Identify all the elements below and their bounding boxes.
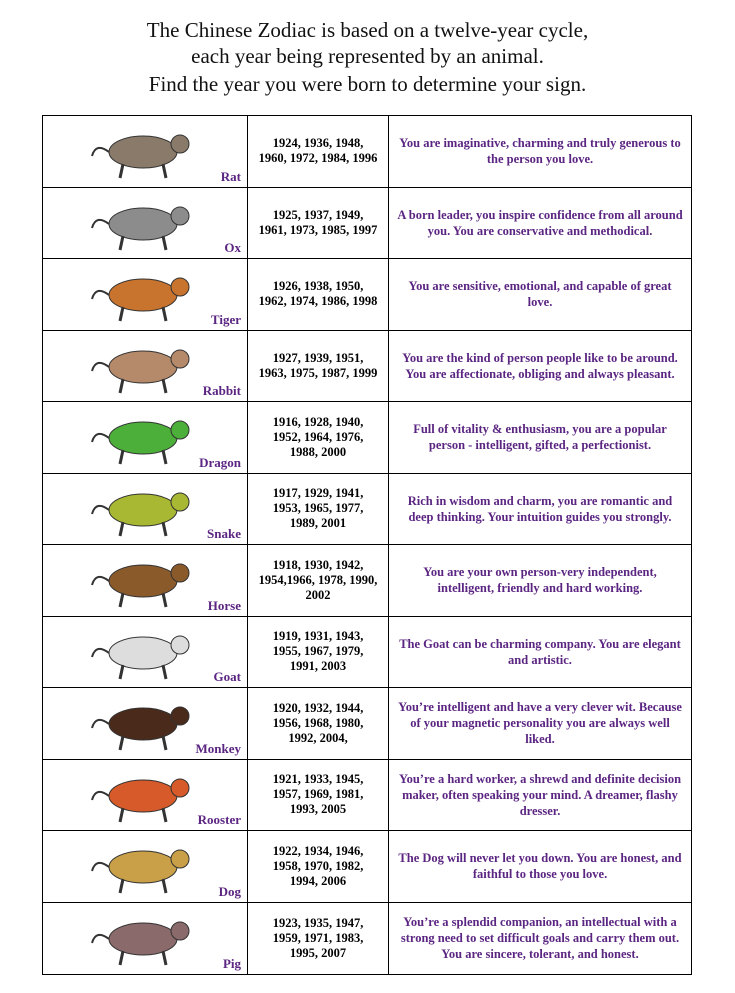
animal-name: Dragon: [199, 454, 241, 470]
sign-description: The Dog will never let you down. You are…: [398, 851, 682, 882]
animal-name: Snake: [207, 526, 241, 541]
animal-name: Horse: [207, 597, 241, 613]
sign-description: Full of vitality & enthusiasm, you are a…: [413, 422, 667, 453]
sign-description: You are imaginative, charming and truly …: [399, 136, 681, 167]
animal-cell: Snake: [43, 473, 248, 544]
animal-illustration: [91, 849, 190, 894]
birth-years: 1925, 1937, 1949, 1961, 1973, 1985, 1997: [248, 187, 389, 258]
table-row: Rooster 1921, 1933, 1945, 1957, 1969, 198…: [43, 759, 691, 831]
table-row: Horse 1918, 1930, 1942, 1954,1966, 1978, …: [43, 545, 691, 617]
animal-illustration: [91, 921, 190, 965]
animal-illustration: [91, 778, 190, 822]
birth-years: 1918, 1930, 1942, 1954,1966, 1978, 1990,…: [248, 545, 389, 616]
sign-description: You’re a hard worker, a shrewd and defin…: [398, 771, 682, 818]
birth-years: 1924, 1936, 1948, 1960, 1972, 1984, 1996: [248, 116, 389, 187]
animal-cell: Tiger: [43, 259, 248, 330]
animal-name: Rooster: [197, 812, 241, 827]
birth-years: 1919, 1931, 1943, 1955, 1967, 1979, 1991…: [248, 616, 389, 687]
birth-years: 1927, 1939, 1951, 1963, 1975, 1987, 1999: [248, 330, 389, 401]
sign-description: You are sensitive, emotional, and capabl…: [408, 279, 672, 310]
table-row: Dog 1922, 1934, 1946, 1958, 1970, 1982, 1…: [43, 831, 691, 903]
zodiac-table: Rat 1924, 1936, 1948, 1960, 1972, 1984, 1…: [42, 115, 692, 975]
animal-cell: Monkey: [43, 688, 248, 759]
sign-description: You are the kind of person people like t…: [402, 350, 678, 381]
sign-description: You’re intelligent and have a very cleve…: [398, 700, 682, 747]
header-line: The Chinese Zodiac is based on a twelve-…: [146, 18, 589, 42]
animal-name: Dog: [218, 883, 241, 899]
animal-cell: Rat: [43, 116, 248, 187]
birth-years: 1922, 1934, 1946, 1958, 1970, 1982, 1994…: [248, 831, 389, 902]
table-row: Ox 1925, 1937, 1949, 1961, 1973, 1985, 19…: [43, 187, 691, 259]
sign-description: The Goat can be charming company. You ar…: [399, 636, 681, 667]
animal-name: Pig: [222, 956, 241, 971]
animal-illustration: [91, 492, 190, 536]
animal-name: Goat: [213, 669, 241, 684]
animal-cell: Dog: [43, 831, 248, 902]
animal-name: Tiger: [210, 311, 241, 327]
table-row: Rabbit 1927, 1939, 1951, 1963, 1975, 1987…: [43, 330, 691, 402]
animal-cell: Pig: [43, 902, 248, 974]
animal-illustration: [91, 563, 190, 608]
animal-name: Monkey: [195, 740, 242, 756]
animal-name: Ox: [224, 240, 241, 255]
animal-cell: Ox: [43, 187, 248, 258]
birth-years: 1917, 1929, 1941, 1953, 1965, 1977, 1989…: [248, 473, 389, 544]
animal-illustration: [91, 134, 190, 179]
animal-illustration: [91, 706, 190, 751]
animal-cell: Rooster: [43, 759, 248, 830]
sign-description: A born leader, you inspire confidence fr…: [397, 207, 683, 238]
animal-cell: Horse: [43, 545, 248, 616]
sign-description: You are your own person-very independent…: [423, 565, 657, 596]
animal-illustration: [91, 420, 190, 465]
animal-illustration: [91, 206, 190, 250]
header-line: Find the year you were born to determine…: [148, 72, 587, 96]
birth-years: 1921, 1933, 1945, 1957, 1969, 1981, 1993…: [248, 759, 389, 830]
animal-cell: Rabbit: [43, 330, 248, 401]
table-row: Tiger 1926, 1938, 1950, 1962, 1974, 1986,…: [43, 259, 691, 331]
sign-description: Rich in wisdom and charm, you are romant…: [407, 493, 673, 524]
animal-cell: Dragon: [43, 402, 248, 473]
animal-illustration: [91, 635, 190, 679]
sign-description: You’re a splendid companion, an intellec…: [400, 915, 680, 962]
table-row: Goat 1919, 1931, 1943, 1955, 1967, 1979, …: [43, 616, 691, 688]
table-row: Monkey 1920, 1932, 1944, 1956, 1968, 1980…: [43, 688, 691, 760]
animal-illustration: [91, 277, 190, 322]
animal-illustration: [91, 349, 190, 393]
birth-years: 1923, 1935, 1947, 1959, 1971, 1983, 1995…: [248, 902, 389, 974]
table-row: Dragon 1916, 1928, 1940, 1952, 1964, 1976…: [43, 402, 691, 474]
animal-name: Rabbit: [202, 383, 241, 398]
header-line: each year being represented by an animal…: [191, 44, 544, 68]
animal-cell: Goat: [43, 616, 248, 687]
table-row: Pig 1923, 1935, 1947, 1959, 1971, 1983, 1…: [43, 902, 691, 974]
table-row: Rat 1924, 1936, 1948, 1960, 1972, 1984, 1…: [43, 116, 691, 188]
birth-years: 1926, 1938, 1950, 1962, 1974, 1986, 1998: [248, 259, 389, 330]
birth-years: 1920, 1932, 1944, 1956, 1968, 1980, 1992…: [248, 688, 389, 759]
animal-name: Rat: [220, 168, 241, 184]
birth-years: 1916, 1928, 1940, 1952, 1964, 1976, 1988…: [248, 402, 389, 473]
table-row: Snake 1917, 1929, 1941, 1953, 1965, 1977,…: [43, 473, 691, 545]
